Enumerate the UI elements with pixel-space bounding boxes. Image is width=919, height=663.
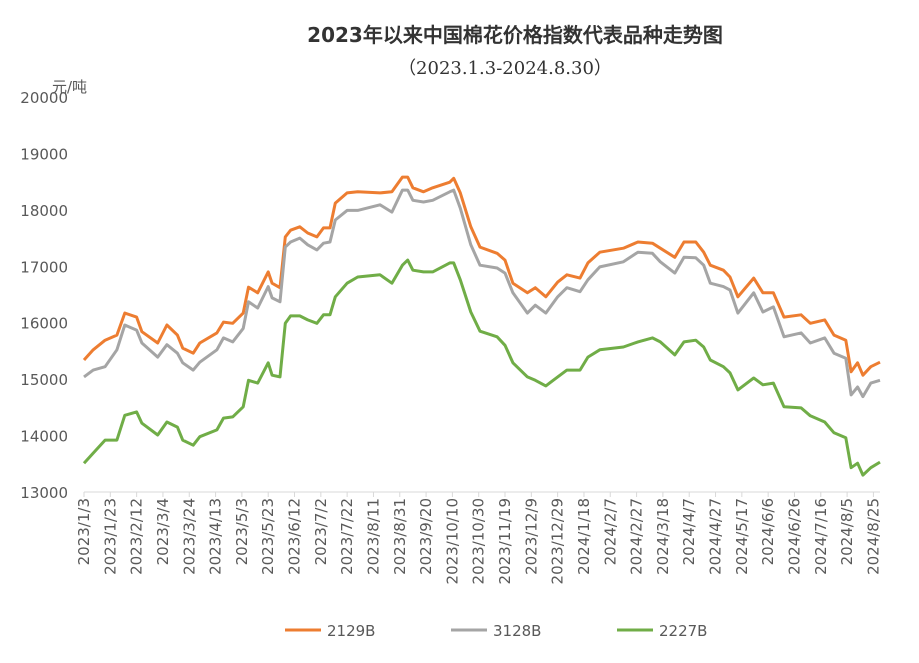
x-tick-label: 2023/8/31: [391, 498, 409, 575]
x-tick-label: 2023/5/23: [259, 498, 277, 575]
x-tick-label: 2024/1/18: [575, 498, 593, 575]
series-lines: [82, 175, 881, 477]
x-tick-label: 2024/6/26: [785, 498, 803, 575]
x-tick-label: 2023/12/29: [549, 498, 567, 584]
y-tick-label: 17000: [20, 258, 68, 276]
legend-label: 2129B: [327, 622, 375, 640]
x-axis: 2023/1/3 2023/1/23 2023/2/12 2023/3/4 2023/3…: [75, 491, 882, 584]
x-tick-label: 2023/3/4: [154, 498, 172, 565]
x-tick-label: 2024/8/25: [864, 498, 882, 575]
y-tick-label: 18000: [20, 202, 68, 220]
x-tick-label: 2024/3/18: [654, 498, 672, 575]
x-tick-label: 2024/2/27: [628, 498, 646, 575]
x-tick-label: 2024/7/16: [812, 498, 830, 575]
x-tick-label: 2023/6/12: [286, 498, 304, 575]
x-tick-label: 2023/1/23: [101, 498, 119, 575]
x-tick-label: 2024/4/7: [680, 498, 698, 565]
x-tick-label: 2023/12/9: [522, 498, 540, 575]
x-tick-label: 2023/5/3: [233, 498, 251, 565]
x-tick-label: 2024/5/17: [733, 498, 751, 575]
x-tick-label: 2023/2/12: [128, 498, 146, 575]
x-tick-label: 2023/4/13: [207, 498, 225, 575]
x-tick-label: 2023/1/3: [75, 498, 93, 565]
y-tick-label: 15000: [20, 371, 68, 389]
series-line-2129B: [82, 175, 881, 377]
x-tick-label: 2023/10/10: [443, 498, 461, 584]
y-axis: 13000 14000 15000 16000 17000 18000 19000 20000: [20, 89, 68, 502]
legend-label: 3128B: [493, 622, 541, 640]
y-axis-label: 元/吨: [52, 78, 87, 96]
x-tick-label: 2023/8/11: [364, 498, 382, 575]
y-tick-label: 13000: [20, 484, 68, 502]
y-tick-label: 19000: [20, 145, 68, 163]
y-tick-label: 20000: [20, 89, 68, 107]
x-tick-label: 2023/9/20: [417, 498, 435, 575]
x-tick-label: 2023/7/22: [338, 498, 356, 575]
x-tick-label: 2023/3/24: [180, 498, 198, 575]
y-tick-label: 14000: [20, 428, 68, 446]
x-tick-label: 2023/10/30: [470, 498, 488, 584]
x-tick-label: 2023/11/19: [496, 498, 514, 584]
x-tick-label: 2024/2/7: [601, 498, 619, 565]
x-tick-label: 2024/6/6: [759, 498, 777, 565]
series-line-3128B: [83, 188, 881, 399]
x-tick-label: 2023/7/2: [312, 498, 330, 565]
chart-subtitle: （2023.1.3-2024.8.30）: [398, 58, 612, 79]
x-tick-label: 2024/4/27: [707, 498, 725, 575]
legend: 2129B 3128B 2227B: [285, 622, 707, 640]
y-tick-label: 16000: [20, 315, 68, 333]
series-line-2227B: [82, 258, 881, 477]
chart-title: 2023年以来中国棉花价格指数代表品种走势图: [307, 23, 723, 47]
x-tick-label: 2024/8/5: [838, 498, 856, 565]
legend-label: 2227B: [659, 622, 707, 640]
